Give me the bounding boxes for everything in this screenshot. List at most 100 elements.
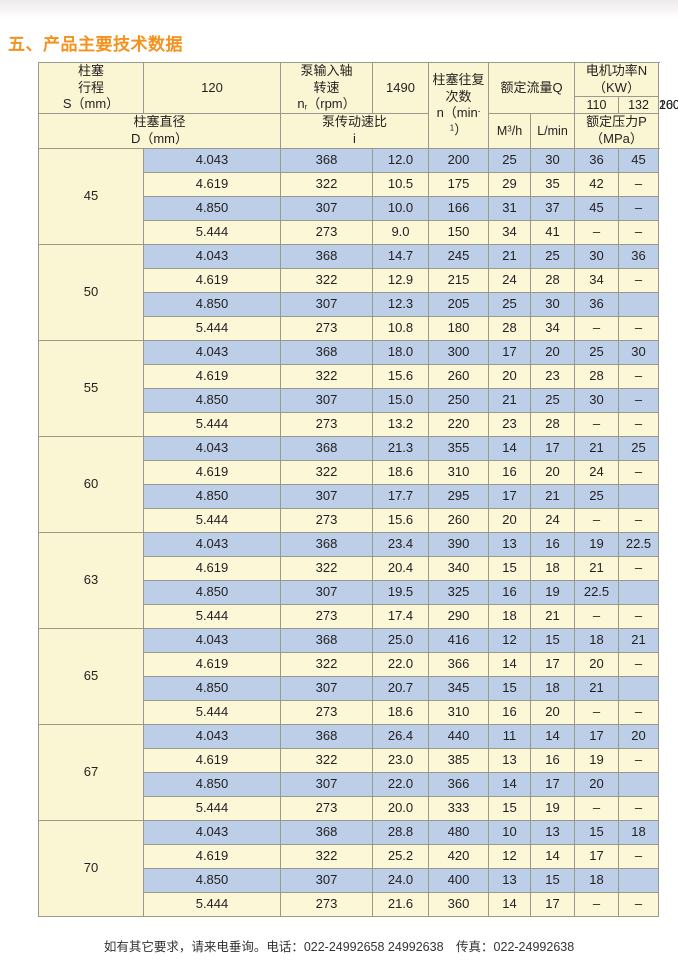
cell-p160: – [574,315,619,341]
cell-p200: 30 [618,339,659,365]
cell-p200: 18 [618,819,659,845]
cell-m3h: 22.0 [372,771,429,797]
cell-p132: 41 [530,219,575,245]
cell-m3h: 15.0 [372,387,429,413]
cell-p132: 16 [530,531,575,557]
cell-p110: 11 [488,723,531,749]
cell-m3h: 13.2 [372,411,429,437]
stroke-label-line1: 柱塞 [77,63,104,79]
cell-lmin: 340 [428,555,489,581]
cell-n: 273 [280,315,373,341]
cell-n: 322 [280,459,373,485]
cell-ratio: 4.043 [143,435,281,461]
cell-p200: – [618,267,659,293]
table-row: 4.850 307 19.5 325 16 19 22.5 [39,579,659,605]
cell-n: 368 [280,819,373,845]
table-row: 55 4.043 368 18.0 300 17 20 25 30 [38,339,659,437]
cell-p200: – [618,411,659,437]
cell-p132: 15 [530,867,575,893]
cell-lmin: 245 [428,243,489,269]
table-row: 70 4.043 368 28.8 480 10 13 15 18 [38,819,659,917]
cell-p200: 22.5 [618,531,659,557]
cell-p110: 21 [488,243,531,269]
cell-p132: 20 [530,339,575,365]
cell-p132: 14 [530,723,575,749]
speed-symbol-n: n [297,96,305,112]
header-cell-stroke: 柱塞 行程 S（mm） [38,61,144,115]
cell-p200 [618,867,659,893]
cell-lmin: 366 [428,651,489,677]
cell-plunger-diameter: 45 [38,147,144,245]
cell-p132: 18 [530,675,575,701]
spec-table-container: 柱塞 行程 S（mm） 120 泵输入轴 转速 nr（rpm） 1490 柱塞往… [38,61,678,917]
header-power-110: 110 [574,96,619,115]
header-cell-motor-power: 电机功率N（KW） [574,61,659,98]
cell-n: 307 [280,867,373,893]
cell-lmin: 366 [428,771,489,797]
cell-p160: 30 [574,387,619,413]
cell-p200 [618,771,659,797]
cell-plunger-diameter: 63 [38,531,144,629]
cell-ratio: 4.043 [143,147,281,173]
cell-p160: – [574,603,619,629]
cell-lmin: 290 [428,603,489,629]
cell-p160: 20 [574,771,619,797]
table-row: 5.444 273 13.2 220 23 28– – [39,411,659,437]
cell-ratio: 4.850 [143,291,281,317]
cell-n: 322 [280,747,373,773]
cell-plunger-diameter: 60 [38,435,144,533]
cell-p110: 15 [488,795,531,821]
cell-m3h: 10.0 [372,195,429,221]
table-row: 60 4.043 368 21.3 355 14 17 21 25 [38,435,659,533]
cell-lmin: 325 [428,579,489,605]
cell-p200: 45 [618,147,659,173]
footer-contact-note: 如有其它要求，请来电垂询。电话：022-24992658 24992638 传真… [103,940,575,954]
cell-p200: – [618,507,659,533]
cell-p110: 15 [488,675,531,701]
header-cell-diameter: 柱塞直径 D（mm） [38,113,281,149]
table-body: 柱塞 行程 S（mm） 120 泵输入轴 转速 nr（rpm） 1490 柱塞往… [38,61,678,917]
cell-lmin: 200 [428,147,489,173]
cell-lmin: 345 [428,675,489,701]
cell-p160: 36 [574,291,619,317]
unit-m3h-pre: M [496,123,508,138]
cell-ratio: 4.619 [143,747,281,773]
cell-lmin: 166 [428,195,489,221]
cell-ratio: 4.850 [143,195,281,221]
cell-p110: 28 [488,315,531,341]
cell-lmin: 310 [428,699,489,725]
cell-p132: 28 [530,267,575,293]
cell-p160: 22.5 [574,579,619,605]
cell-n: 368 [280,627,373,653]
cell-ratio: 4.850 [143,867,281,893]
cell-lmin: 310 [428,459,489,485]
cell-m3h: 28.8 [372,819,429,845]
header-cell-speed-value: 1490 [372,61,429,115]
cell-n: 307 [280,675,373,701]
cell-p110: 14 [488,771,531,797]
cell-m3h: 9.0 [372,219,429,245]
cell-p132: 30 [530,291,575,317]
cell-m3h: 19.5 [372,579,429,605]
cell-p132: 18 [530,555,575,581]
cell-p132: 35 [530,171,575,197]
table-row: 65 4.043 368 25.0 416 12 15 18 21 [38,627,659,725]
cell-m3h: 26.4 [372,723,429,749]
cell-ratio: 5.444 [143,315,281,341]
cell-p200: – [618,195,659,221]
cell-p110: 14 [488,651,531,677]
cell-lmin: 440 [428,723,489,749]
cell-p110: 16 [488,459,531,485]
cell-p160: – [574,411,619,437]
header-unit-m3h: M3/h [488,113,531,149]
unit-m3h-superscript: 3 [507,124,512,134]
cell-p200: – [618,387,659,413]
cell-m3h: 18.0 [372,339,429,365]
cell-n: 322 [280,171,373,197]
cell-n: 307 [280,483,373,509]
cell-p160: 25 [574,483,619,509]
cell-p110: 29 [488,171,531,197]
technical-data-table: 柱塞 行程 S（mm） 120 泵输入轴 转速 nr（rpm） 1490 柱塞往… [38,61,678,917]
cell-m3h: 12.0 [372,147,429,173]
table-row: 67 4.043 368 26.4 440 11 14 17 20 [38,723,659,821]
